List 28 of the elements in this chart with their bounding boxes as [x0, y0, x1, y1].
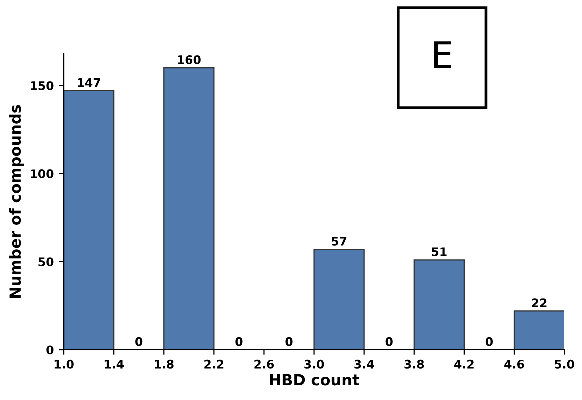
data-label: 0 — [136, 337, 143, 346]
y-tick-label: 50 — [38, 258, 54, 267]
data-label: 160 — [178, 55, 201, 64]
x-tick-label: 3.4 — [354, 360, 374, 369]
data-label: 147 — [78, 78, 100, 88]
annotation: E — [434, 42, 452, 68]
x-tick-label: 3.0 — [304, 360, 324, 369]
x-tick-label: 1.4 — [104, 360, 124, 369]
x-tick-label: 4.6 — [504, 360, 524, 369]
x-tick-label: 3.8 — [404, 360, 424, 369]
y-tick-label: 150 — [30, 81, 54, 90]
data-label: 0 — [386, 337, 393, 346]
data-label: 57 — [332, 237, 347, 246]
data-label: 22 — [532, 298, 547, 308]
data-label: 0 — [486, 337, 494, 346]
x-tick-label: 2.6 — [254, 360, 274, 369]
y-axis-title: Number of compounds — [9, 105, 24, 298]
x-tick-label: 4.2 — [454, 360, 474, 369]
x-tick-label: 5.0 — [554, 360, 574, 369]
y-tick-label: 0 — [46, 346, 54, 355]
data-label: 51 — [432, 248, 447, 256]
data-label: 0 — [286, 337, 293, 346]
y-tick-label: 100 — [30, 170, 54, 178]
x-tick-label: 2.2 — [204, 360, 224, 369]
x-tick-label: 1.0 — [54, 360, 74, 369]
data-label: 0 — [236, 337, 243, 346]
x-tick-label: 1.8 — [155, 360, 174, 369]
x-axis-title: HBD count — [270, 374, 360, 386]
